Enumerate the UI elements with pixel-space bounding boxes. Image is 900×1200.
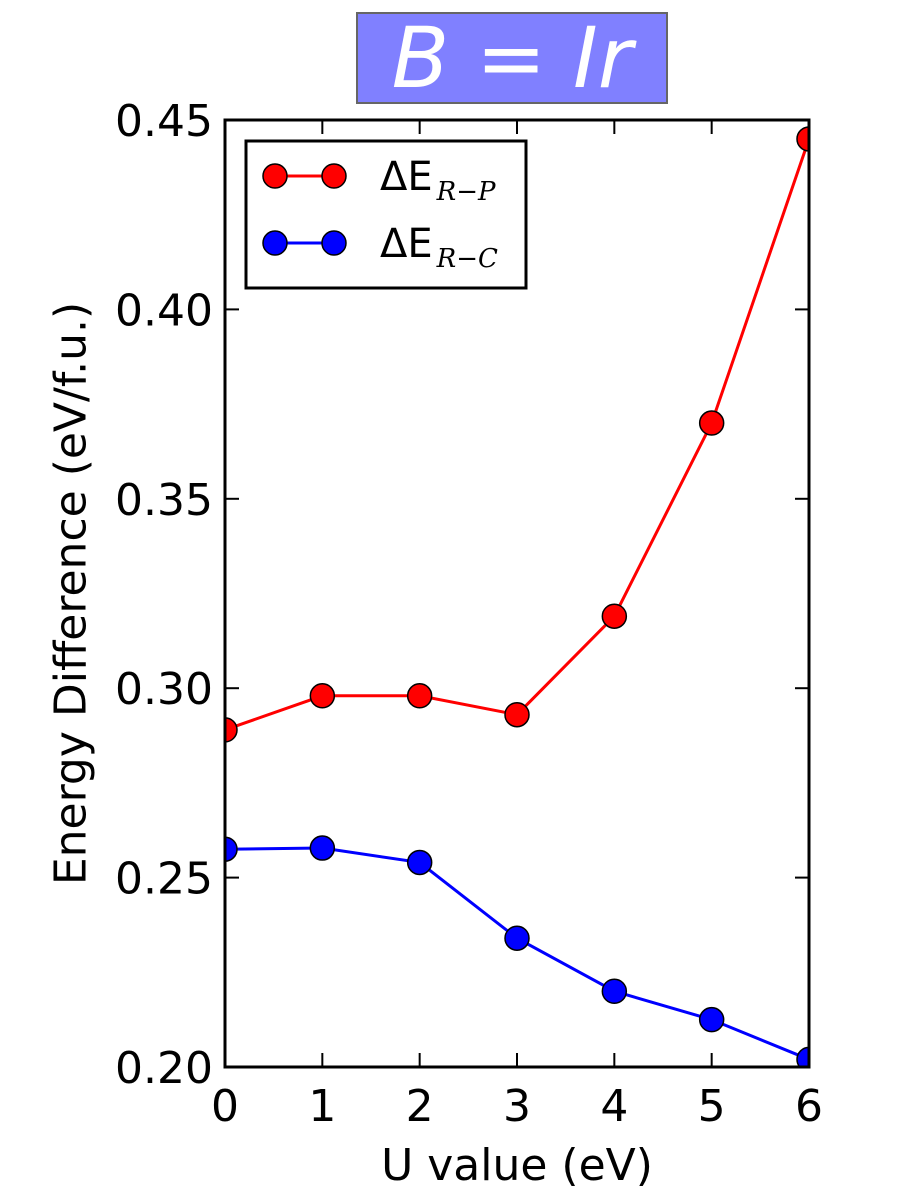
legend-label-base: ΔE: [380, 154, 433, 200]
y-tick-label: 0.35: [115, 475, 213, 526]
x-tick-label: 5: [698, 1081, 726, 1132]
x-tick-label: 4: [600, 1081, 628, 1132]
data-point: [225, 836, 238, 862]
y-tick-label: 0.20: [115, 1043, 213, 1094]
data-point: [601, 978, 628, 1004]
legend-label-subscript: R−C: [436, 244, 498, 274]
y-tick-label: 0.25: [115, 854, 213, 905]
data-point: [601, 603, 628, 629]
series-1: [225, 835, 809, 1067]
data-point: [698, 1006, 725, 1033]
data-point: [796, 1046, 809, 1067]
data-point: [309, 683, 336, 709]
chart-title-box: B = Ir: [356, 12, 668, 104]
x-axis-label: U value (eV): [381, 1140, 653, 1191]
legend-marker: [321, 230, 347, 256]
legend-label: ΔE R−P: [380, 154, 496, 207]
data-point: [225, 717, 238, 743]
legend: ΔE R−PΔE R−C: [244, 139, 528, 290]
data-point: [406, 849, 433, 876]
data-point: [796, 126, 809, 152]
y-tick-label: 0.40: [115, 285, 213, 336]
data-point: [406, 683, 433, 709]
legend-entry-1: ΔE R−C: [262, 221, 498, 274]
x-tick-label: 2: [406, 1081, 434, 1132]
legend-entry-0: ΔE R−P: [262, 154, 496, 207]
ticks-layer: 0 1 2 3 4 5 6 0.20 0.25 0.30 0.35 0.40 0.45: [115, 96, 823, 1132]
legend-label-subscript: R−P: [436, 177, 496, 207]
chart-title: B = Ir: [391, 9, 633, 107]
y-tick-label: 0.45: [115, 96, 213, 147]
legend-box: [244, 139, 528, 290]
x-tick-label: 6: [795, 1081, 823, 1132]
plot-area-frame: [223, 118, 811, 1069]
data-point: [309, 835, 336, 861]
x-tick-label: 1: [308, 1081, 336, 1132]
legend-label-base: ΔE: [380, 221, 433, 267]
legend-marker: [321, 163, 347, 189]
y-axis-label: Energy Difference (eV/f.u.): [45, 302, 96, 885]
legend-marker: [262, 230, 288, 256]
legend-label: ΔE R−C: [380, 221, 498, 274]
data-point: [504, 701, 530, 728]
x-tick-label: 0: [211, 1081, 239, 1132]
series-0: [225, 126, 809, 743]
legend-marker: [262, 163, 288, 189]
y-tick-label: 0.30: [115, 664, 213, 715]
data-point: [504, 925, 530, 951]
x-tick-label: 3: [503, 1081, 531, 1132]
series-layer: [225, 126, 809, 1067]
data-point: [698, 410, 725, 436]
